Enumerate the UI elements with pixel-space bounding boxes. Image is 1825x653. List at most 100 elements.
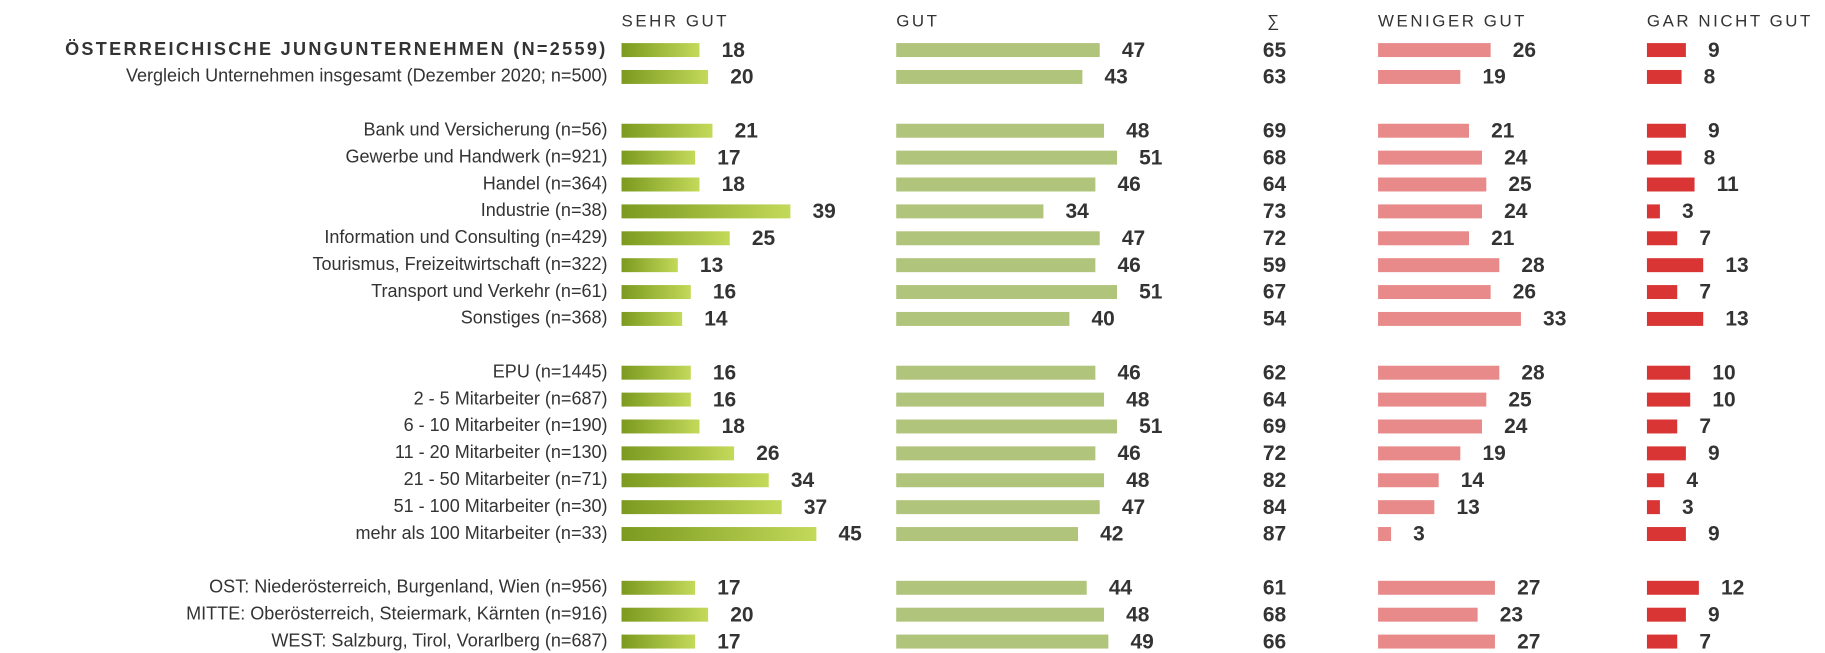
value-label: 17 [717, 576, 740, 599]
bar [1378, 446, 1461, 461]
value-label: 21 [735, 119, 759, 142]
bar [896, 204, 1044, 219]
value-label: 7 [1699, 630, 1711, 653]
value-label: 48 [1126, 119, 1149, 142]
value-label: 51 [1139, 281, 1163, 304]
value-label: 3 [1682, 200, 1694, 223]
value-label: 25 [752, 227, 776, 250]
value-label: 16 [713, 388, 736, 411]
bar [896, 231, 1100, 246]
value-label: 11 [1717, 173, 1739, 196]
sum-label: 87 [1263, 523, 1286, 546]
value-label: 19 [1482, 66, 1505, 89]
category-label: 2 - 5 Mitarbeiter (n=687) [414, 388, 608, 408]
bar [896, 123, 1105, 138]
sum-label: 62 [1263, 361, 1286, 384]
bar [1378, 231, 1469, 246]
category-label: Information und Consulting (n=429) [324, 227, 607, 247]
bar [1646, 634, 1678, 649]
bar [1646, 446, 1686, 461]
value-label: 14 [1461, 469, 1485, 492]
bar [896, 607, 1105, 622]
value-label: 45 [838, 523, 862, 546]
category-label: ÖSTERREICHISCHE JUNGUNTERNEHMEN (N=2559) [65, 39, 607, 59]
bar [896, 392, 1105, 407]
bar [621, 607, 709, 622]
value-label: 26 [756, 442, 779, 465]
value-label: 21 [1491, 119, 1515, 142]
sum-label: 68 [1263, 146, 1286, 169]
value-label: 47 [1122, 39, 1145, 62]
value-label: 44 [1109, 576, 1133, 599]
bar [621, 473, 769, 488]
value-label: 10 [1712, 361, 1735, 384]
column-header: ∑ [1267, 12, 1282, 31]
value-label: 26 [1513, 39, 1536, 62]
bar [621, 150, 696, 165]
category-label: Sonstiges (n=368) [461, 308, 608, 328]
sum-label: 63 [1263, 66, 1286, 89]
category-label: MITTE: Oberösterreich, Steiermark, Kärnt… [186, 603, 607, 623]
bar [896, 258, 1096, 273]
bar [896, 311, 1070, 326]
bar [621, 634, 696, 649]
bar [896, 43, 1100, 58]
value-label: 17 [717, 630, 740, 653]
value-label: 46 [1117, 361, 1140, 384]
value-label: 25 [1508, 388, 1532, 411]
category-label: WEST: Salzburg, Tirol, Vorarlberg (n=687… [271, 630, 607, 650]
value-label: 9 [1708, 39, 1720, 62]
value-label: 28 [1521, 361, 1544, 384]
bar [621, 392, 691, 407]
bar [621, 500, 782, 515]
bar [1378, 311, 1521, 326]
category-label: Tourismus, Freizeitwirtschaft (n=322) [312, 254, 607, 274]
value-label: 27 [1517, 576, 1540, 599]
bar [621, 69, 709, 84]
bar [1646, 419, 1678, 434]
column-header: GUT [896, 12, 939, 31]
bar [1378, 473, 1439, 488]
value-label: 43 [1104, 66, 1127, 89]
value-label: 21 [1491, 227, 1515, 250]
bar [621, 446, 735, 461]
bar [1646, 580, 1699, 595]
value-label: 24 [1504, 146, 1528, 169]
bar [896, 634, 1109, 649]
bar [896, 580, 1087, 595]
bar [1646, 69, 1682, 84]
value-label: 9 [1708, 603, 1720, 626]
value-label: 16 [713, 281, 736, 304]
bar [896, 473, 1105, 488]
category-label: 21 - 50 Mitarbeiter (n=71) [404, 469, 608, 489]
bar [621, 177, 700, 192]
value-label: 46 [1117, 254, 1140, 277]
bar [896, 69, 1083, 84]
value-label: 13 [1456, 496, 1479, 519]
bar [621, 43, 700, 58]
value-label: 9 [1708, 523, 1720, 546]
bar [1378, 177, 1487, 192]
bar [1646, 473, 1665, 488]
value-label: 12 [1721, 576, 1744, 599]
value-label: 17 [717, 146, 740, 169]
sum-label: 64 [1263, 388, 1287, 411]
bar [1646, 150, 1682, 165]
value-label: 47 [1122, 227, 1145, 250]
sum-label: 69 [1263, 119, 1286, 142]
bar [621, 285, 691, 300]
bar [1646, 258, 1704, 273]
column-header: SEHR GUT [622, 12, 730, 31]
bar [1378, 500, 1435, 515]
bar [1378, 285, 1491, 300]
value-label: 51 [1139, 146, 1163, 169]
bar [1378, 392, 1487, 407]
value-label: 13 [700, 254, 723, 277]
category-label: 51 - 100 Mitarbeiter (n=30) [394, 496, 608, 516]
bar [1378, 634, 1495, 649]
value-label: 9 [1708, 119, 1720, 142]
bar [621, 204, 791, 219]
bar [621, 258, 678, 273]
bar [1378, 365, 1500, 380]
